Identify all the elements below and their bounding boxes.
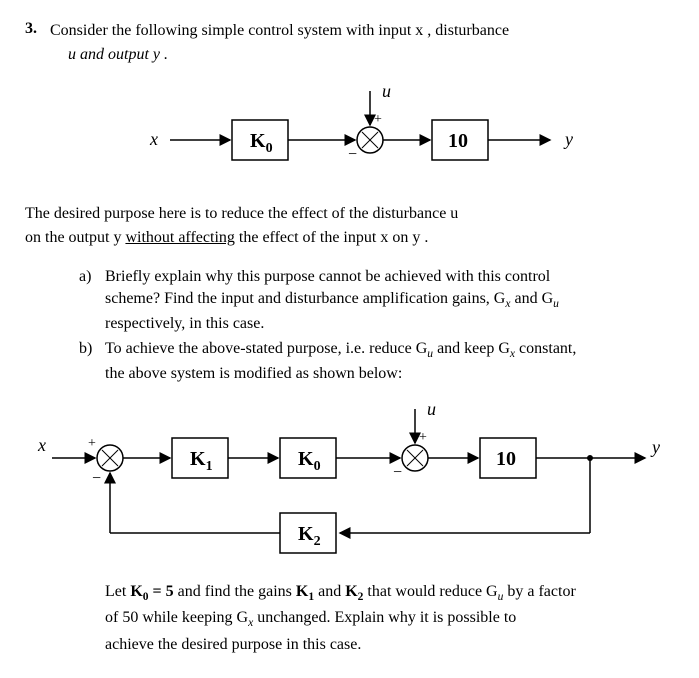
d2-y: y <box>650 437 660 457</box>
pb-l2: the above system is modified as shown be… <box>105 363 576 385</box>
intro-line1: Consider the following simple control sy… <box>50 20 509 42</box>
d2-x: x <box>37 435 46 455</box>
d1-10-text: 10 <box>448 130 468 152</box>
svg-text:10: 10 <box>496 448 516 470</box>
svg-text:−: − <box>393 464 402 481</box>
part-a-label: a) <box>79 266 105 334</box>
diagram-1: x K0 + − u 10 y <box>90 85 610 185</box>
question-intro: 3. Consider the following simple control… <box>25 20 674 67</box>
pa-l1: Briefly explain why this purpose cannot … <box>105 266 559 288</box>
svg-text:+: + <box>419 430 427 445</box>
part-b-label: b) <box>79 338 105 384</box>
closing-l2: of 50 while keeping Gx unchanged. Explai… <box>105 607 674 632</box>
pa-l3: respectively, in this case. <box>105 313 559 335</box>
svg-text:−: − <box>92 470 101 487</box>
purpose-l2: on the output y without affecting the ef… <box>25 227 674 249</box>
pb-l1: To achieve the above-stated purpose, i.e… <box>105 338 576 363</box>
pa-l2: scheme? Find the input and disturbance a… <box>105 288 559 313</box>
closing-l1: Let K0 = 5 and find the gains K1 and K2 … <box>105 581 674 606</box>
svg-text:+: + <box>88 436 96 451</box>
part-b: b) To achieve the above-stated purpose, … <box>79 338 674 384</box>
d1-u-label: u <box>382 85 391 101</box>
d1-minus: − <box>348 146 357 163</box>
part-a: a) Briefly explain why this purpose cann… <box>79 266 674 334</box>
d2-u: u <box>427 403 436 419</box>
diagram-2: x + − K1 K0 + − u 10 y K2 <box>30 403 670 563</box>
d1-x-label: x <box>149 129 158 149</box>
purpose-l1: The desired purpose here is to reduce th… <box>25 203 674 225</box>
closing-l3: achieve the desired purpose in this case… <box>105 634 674 656</box>
intro-line2: u and output y . <box>68 44 509 66</box>
d1-y-label: y <box>563 129 573 149</box>
question-number: 3. <box>25 20 50 67</box>
d1-plus: + <box>374 112 382 127</box>
